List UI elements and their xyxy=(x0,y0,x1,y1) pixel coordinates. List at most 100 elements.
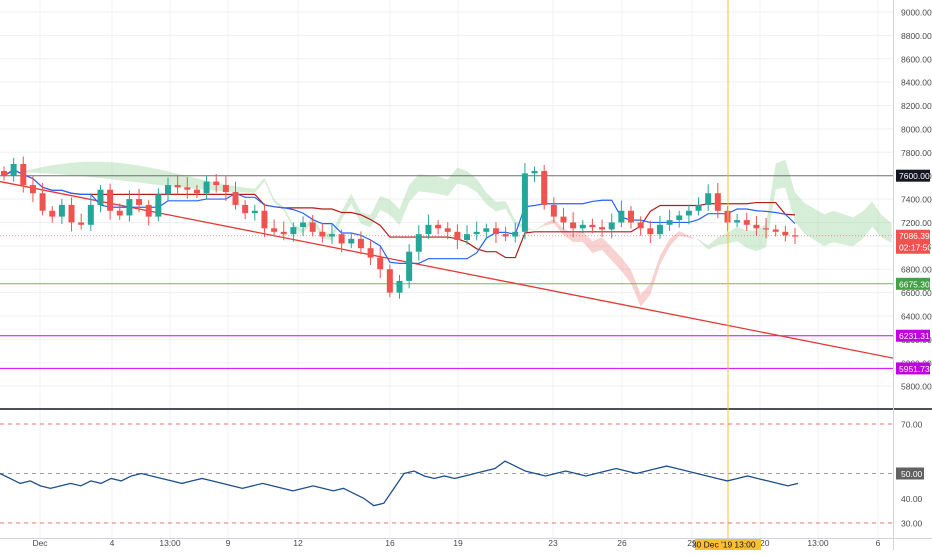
candle-body xyxy=(271,228,278,232)
candle-body xyxy=(724,210,731,223)
price-axis-label: 7400.00 xyxy=(901,195,932,205)
rsi-line xyxy=(0,460,799,507)
crosshair-time-tag xyxy=(695,539,761,550)
candle-body xyxy=(782,231,789,236)
candle-body xyxy=(676,215,683,221)
ichimoku-cloud-segment xyxy=(438,176,448,197)
candle-body xyxy=(550,204,557,217)
candle-body xyxy=(435,224,442,229)
ichimoku-cloud-segment xyxy=(52,163,62,175)
kijun-line xyxy=(3,169,796,259)
ichimoku-cloud-segment xyxy=(640,283,651,307)
candle-body xyxy=(155,194,162,217)
ichimoku-cloud-segment xyxy=(447,167,458,197)
candle-body xyxy=(300,222,307,228)
ichimoku-cloud-segment xyxy=(756,223,767,252)
ichimoku-cloud-segment xyxy=(833,211,844,245)
candle-body xyxy=(396,280,403,293)
ichimoku-cloud-segment xyxy=(775,159,786,190)
ichimoku-cloud-segment xyxy=(418,174,429,193)
ichimoku-cloud-segment xyxy=(129,164,140,183)
candle-countdown-label: 02:17:50 xyxy=(899,243,932,253)
candle-body xyxy=(280,231,287,235)
time-axis-label: Dec xyxy=(32,538,48,548)
candle-body xyxy=(213,181,220,186)
price-level-tag-label: 6231.31 xyxy=(899,331,930,341)
price-level-tag xyxy=(896,277,930,290)
ichimoku-cloud-segment xyxy=(862,201,873,239)
ichimoku-cloud-segment xyxy=(90,161,101,179)
price-axis-label: 7200.00 xyxy=(901,218,932,228)
candle-body xyxy=(753,224,760,229)
candle-body xyxy=(666,220,673,225)
ichimoku-cloud-segment xyxy=(110,162,120,181)
ichimoku-cloud-segment xyxy=(177,173,188,189)
trendline[interactable] xyxy=(0,180,894,359)
price-axis-label: 8400.00 xyxy=(901,78,932,88)
price-level-tag-label: 5951.73 xyxy=(899,364,930,374)
candle-body xyxy=(512,231,519,237)
candle-body xyxy=(49,210,56,217)
ichimoku-cloud-segment xyxy=(32,167,43,174)
candle-body xyxy=(743,220,750,225)
ichimoku-cloud-segment xyxy=(544,218,554,226)
time-axis-label: 9 xyxy=(226,538,231,548)
candle-body xyxy=(39,193,46,211)
candle-body xyxy=(58,204,65,217)
candle-body xyxy=(319,231,326,237)
candle-body xyxy=(367,248,374,258)
candle-body xyxy=(406,251,413,281)
candle-body xyxy=(136,199,143,205)
ichimoku-cloud-segment xyxy=(409,174,419,202)
candle-body xyxy=(126,199,133,216)
candle-body xyxy=(377,257,384,270)
rsi-axis-label: 70.00 xyxy=(901,420,923,430)
candle-body xyxy=(531,171,538,174)
price-level-tag xyxy=(896,329,930,342)
candle-body xyxy=(251,210,258,214)
candle-body xyxy=(714,193,721,211)
price-axis-label: 7800.00 xyxy=(901,148,932,158)
candle-body xyxy=(637,222,644,229)
ichimoku-cloud-segment xyxy=(119,162,130,182)
ichimoku-cloud-segment xyxy=(659,239,670,265)
candle-body xyxy=(618,210,625,223)
candle-body xyxy=(599,227,606,230)
candle-body xyxy=(261,210,268,229)
time-axis-label: 19 xyxy=(453,538,463,548)
candle-body xyxy=(656,224,663,235)
rsi-current-tag xyxy=(896,467,924,480)
ichimoku-cloud-segment xyxy=(592,237,603,253)
ichimoku-cloud-segment xyxy=(389,199,400,226)
ichimoku-cloud-segment xyxy=(283,207,294,229)
price-axis-label: 8800.00 xyxy=(901,31,932,41)
ichimoku-cloud-segment xyxy=(563,228,574,243)
time-axis-label: 16 xyxy=(385,538,395,548)
rsi-current-label: 50.00 xyxy=(901,469,923,479)
candle-body xyxy=(492,228,499,235)
ichimoku-cloud-segment xyxy=(727,226,738,244)
ichimoku-cloud-segment xyxy=(631,270,641,307)
ichimoku-cloud-segment xyxy=(669,231,680,247)
ichimoku-cloud-segment xyxy=(341,193,352,220)
candle-body xyxy=(647,228,654,235)
crosshair-time-label: 13:00 xyxy=(734,540,756,550)
candle-body xyxy=(570,222,577,229)
ichimoku-cloud-segment xyxy=(611,247,622,271)
candle-body xyxy=(29,185,36,194)
candle-body xyxy=(473,231,480,235)
price-axis-label: 8600.00 xyxy=(901,54,932,64)
ichimoku-cloud-segment xyxy=(495,201,506,212)
ichimoku-cloud-segment xyxy=(852,211,863,247)
ichimoku-cloud-segment xyxy=(467,171,477,193)
ichimoku-cloud-segment xyxy=(708,237,718,250)
ichimoku-cloud-segment xyxy=(843,214,853,247)
ichimoku-cloud-segment xyxy=(505,201,516,226)
ichimoku-cloud-segment xyxy=(766,163,776,248)
ichimoku-cloud-segment xyxy=(303,216,313,234)
price-axis-label: 5800.00 xyxy=(901,382,932,392)
ichimoku-cloud-segment xyxy=(428,175,439,194)
candle-body xyxy=(579,224,586,229)
